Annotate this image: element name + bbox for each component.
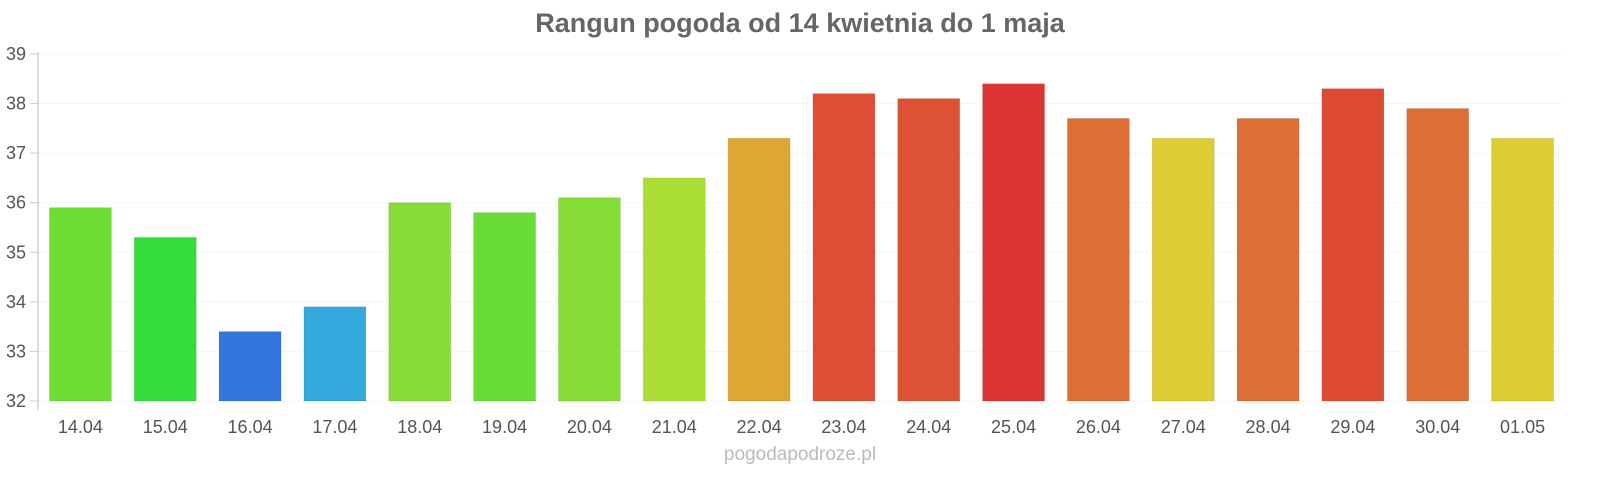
x-tick-label: 14.04	[58, 417, 103, 437]
bar-19.04	[473, 212, 537, 402]
x-tick-label: 23.04	[821, 417, 866, 437]
bar-30.04	[1406, 108, 1470, 402]
x-tick-label: 21.04	[652, 417, 697, 437]
bar-16.04	[218, 331, 282, 402]
x-tick-label: 25.04	[991, 417, 1036, 437]
bar-01.05	[1491, 137, 1555, 402]
x-tick-label: 01.05	[1500, 417, 1545, 437]
chart-title: Rangun pogoda od 14 kwietnia do 1 maja	[535, 8, 1066, 38]
x-tick-label: 22.04	[737, 417, 782, 437]
bar-24.04	[897, 98, 961, 402]
x-tick-label: 16.04	[228, 417, 273, 437]
y-tick-label: 39	[6, 44, 26, 64]
x-tick-label: 26.04	[1076, 417, 1121, 437]
y-tick-label: 38	[6, 94, 26, 114]
y-tick-label: 33	[6, 341, 26, 361]
bar-23.04	[812, 93, 876, 402]
x-tick-label: 29.04	[1330, 417, 1375, 437]
bar-25.04	[982, 83, 1046, 402]
bar-28.04	[1236, 117, 1300, 402]
y-tick-label: 36	[6, 193, 26, 213]
bar-20.04	[557, 197, 621, 402]
y-tick-label: 34	[6, 292, 26, 312]
bar-15.04	[133, 236, 197, 402]
y-tick-label: 37	[6, 143, 26, 163]
bar-26.04	[1066, 117, 1130, 402]
x-tick-label: 18.04	[397, 417, 442, 437]
bar-27.04	[1151, 137, 1215, 402]
x-tick-label: 24.04	[906, 417, 951, 437]
y-tick-label: 35	[6, 242, 26, 262]
bar-21.04	[642, 177, 706, 402]
credit-text: pogodapodroze.pl	[724, 444, 876, 465]
x-tick-label: 19.04	[482, 417, 527, 437]
x-tick-label: 15.04	[143, 417, 188, 437]
bar-18.04	[388, 202, 452, 402]
y-tick-label: 32	[6, 391, 26, 411]
bar-17.04	[303, 306, 367, 402]
x-tick-label: 27.04	[1161, 417, 1206, 437]
x-tick-label: 17.04	[312, 417, 357, 437]
x-tick-label: 30.04	[1415, 417, 1460, 437]
x-tick-label: 28.04	[1246, 417, 1291, 437]
x-tick-label: 20.04	[567, 417, 612, 437]
bar-29.04	[1321, 88, 1385, 402]
bar-14.04	[48, 207, 112, 402]
bar-22.04	[727, 137, 791, 402]
